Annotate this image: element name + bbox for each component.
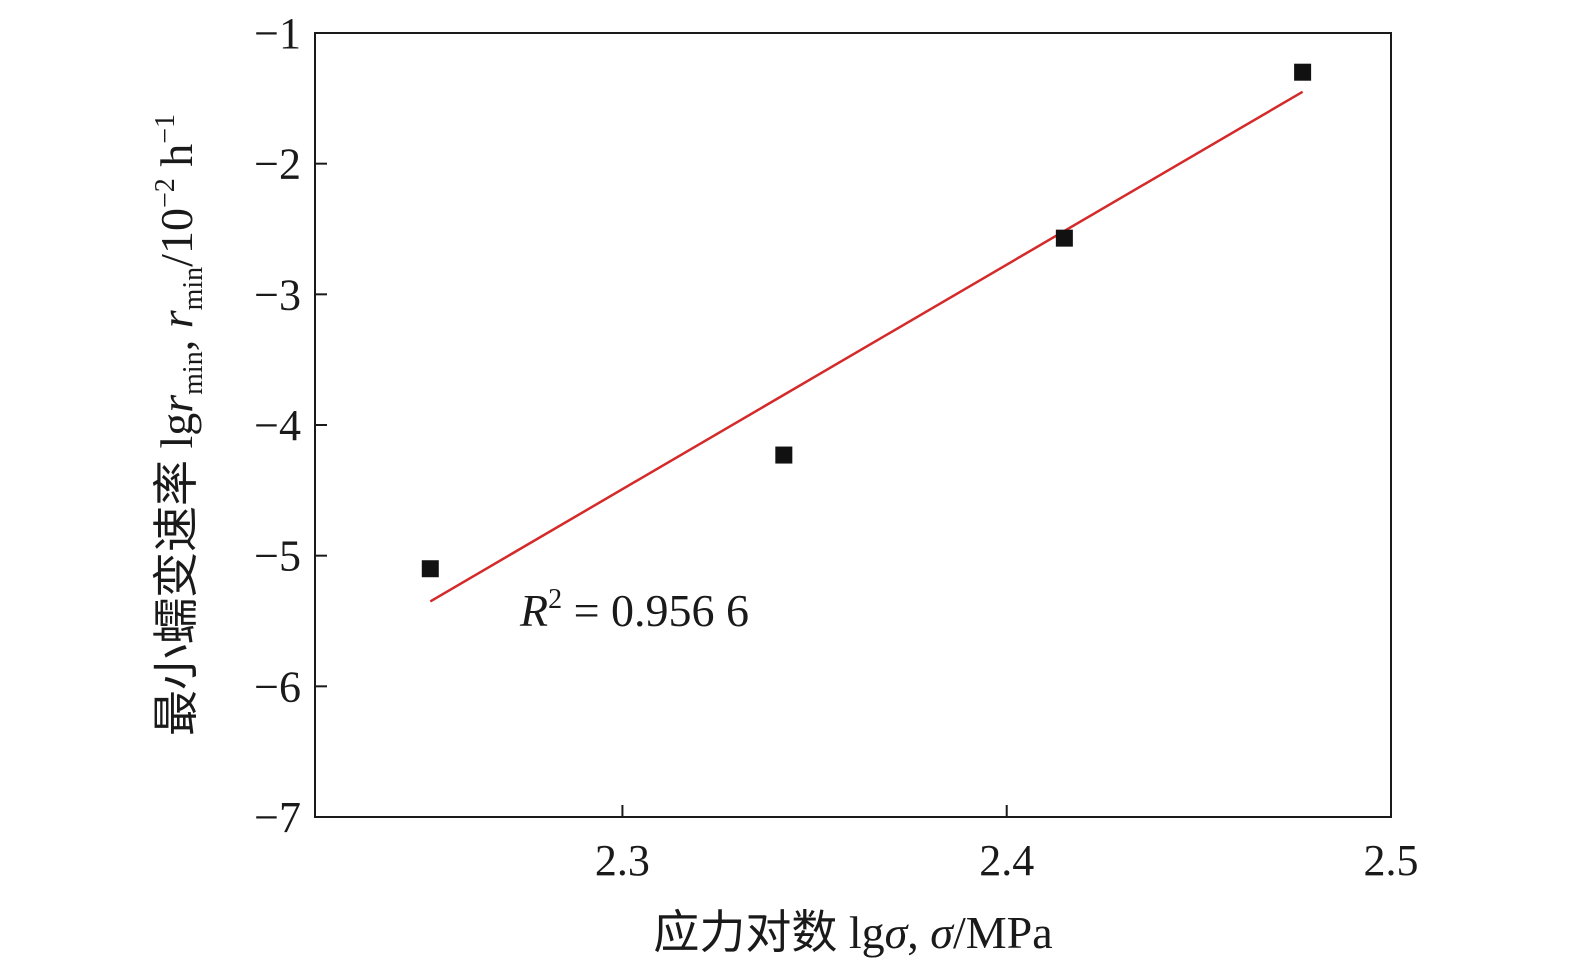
x-tick-label: 2.4 (979, 836, 1034, 885)
x-tick-label: 2.5 (1364, 836, 1419, 885)
y-tick-label: −4 (254, 401, 301, 450)
x-label-sep: , (907, 907, 930, 958)
y-tick-label: −3 (254, 270, 301, 319)
y-tick-label: −2 (254, 140, 301, 189)
x-axis-label: 应力对数 lgσ, σ/MPa (653, 907, 1052, 958)
y-label-sep: , (151, 328, 202, 351)
y-label-r1: r (151, 394, 202, 413)
y-label-exp2: −1 (150, 114, 181, 144)
y-tick-label: −7 (254, 793, 301, 842)
y-axis-ticks: −1 −2 −3 −4 −5 −6 −7 (254, 9, 327, 842)
r-squared-exponent: 2 (548, 584, 562, 615)
x-tick-label: 2.3 (595, 836, 650, 885)
y-tick-label: −5 (254, 532, 301, 581)
data-point-marker (1055, 229, 1073, 247)
y-tick-label: −6 (254, 662, 301, 711)
data-point-marker (775, 446, 793, 464)
y-tick-label: −1 (254, 9, 301, 58)
y-label-prefix: 最小蠕变速率 lg (151, 413, 202, 736)
r-squared-annotation: R2 = 0.956 6 (519, 584, 749, 636)
plot-frame (314, 32, 1392, 818)
y-label-r2: r (151, 309, 202, 328)
y-axis-label: 最小蠕变速率 lgrmin, rmin/10−2 h−1 (150, 114, 209, 736)
y-label-exp: −2 (150, 178, 181, 208)
data-points (421, 63, 1312, 578)
r-squared-symbol: R (519, 585, 548, 636)
x-label-prefix: 应力对数 lg (653, 907, 884, 958)
x-axis-ticks: 2.3 2.4 2.5 (595, 805, 1419, 885)
x-label-sigma2: σ (930, 907, 955, 958)
x-label-sigma: σ (885, 907, 910, 958)
data-point-marker (1294, 63, 1312, 81)
x-label-unit: /MPa (953, 907, 1053, 958)
y-label-unit2: h (151, 144, 202, 179)
fit-line (429, 90, 1304, 603)
y-label-unit: /10 (151, 208, 202, 267)
y-label-sub1: min (178, 351, 209, 395)
y-label-sub2: min (178, 267, 209, 311)
r-squared-value: = 0.956 6 (562, 585, 749, 636)
data-point-marker (421, 560, 439, 578)
